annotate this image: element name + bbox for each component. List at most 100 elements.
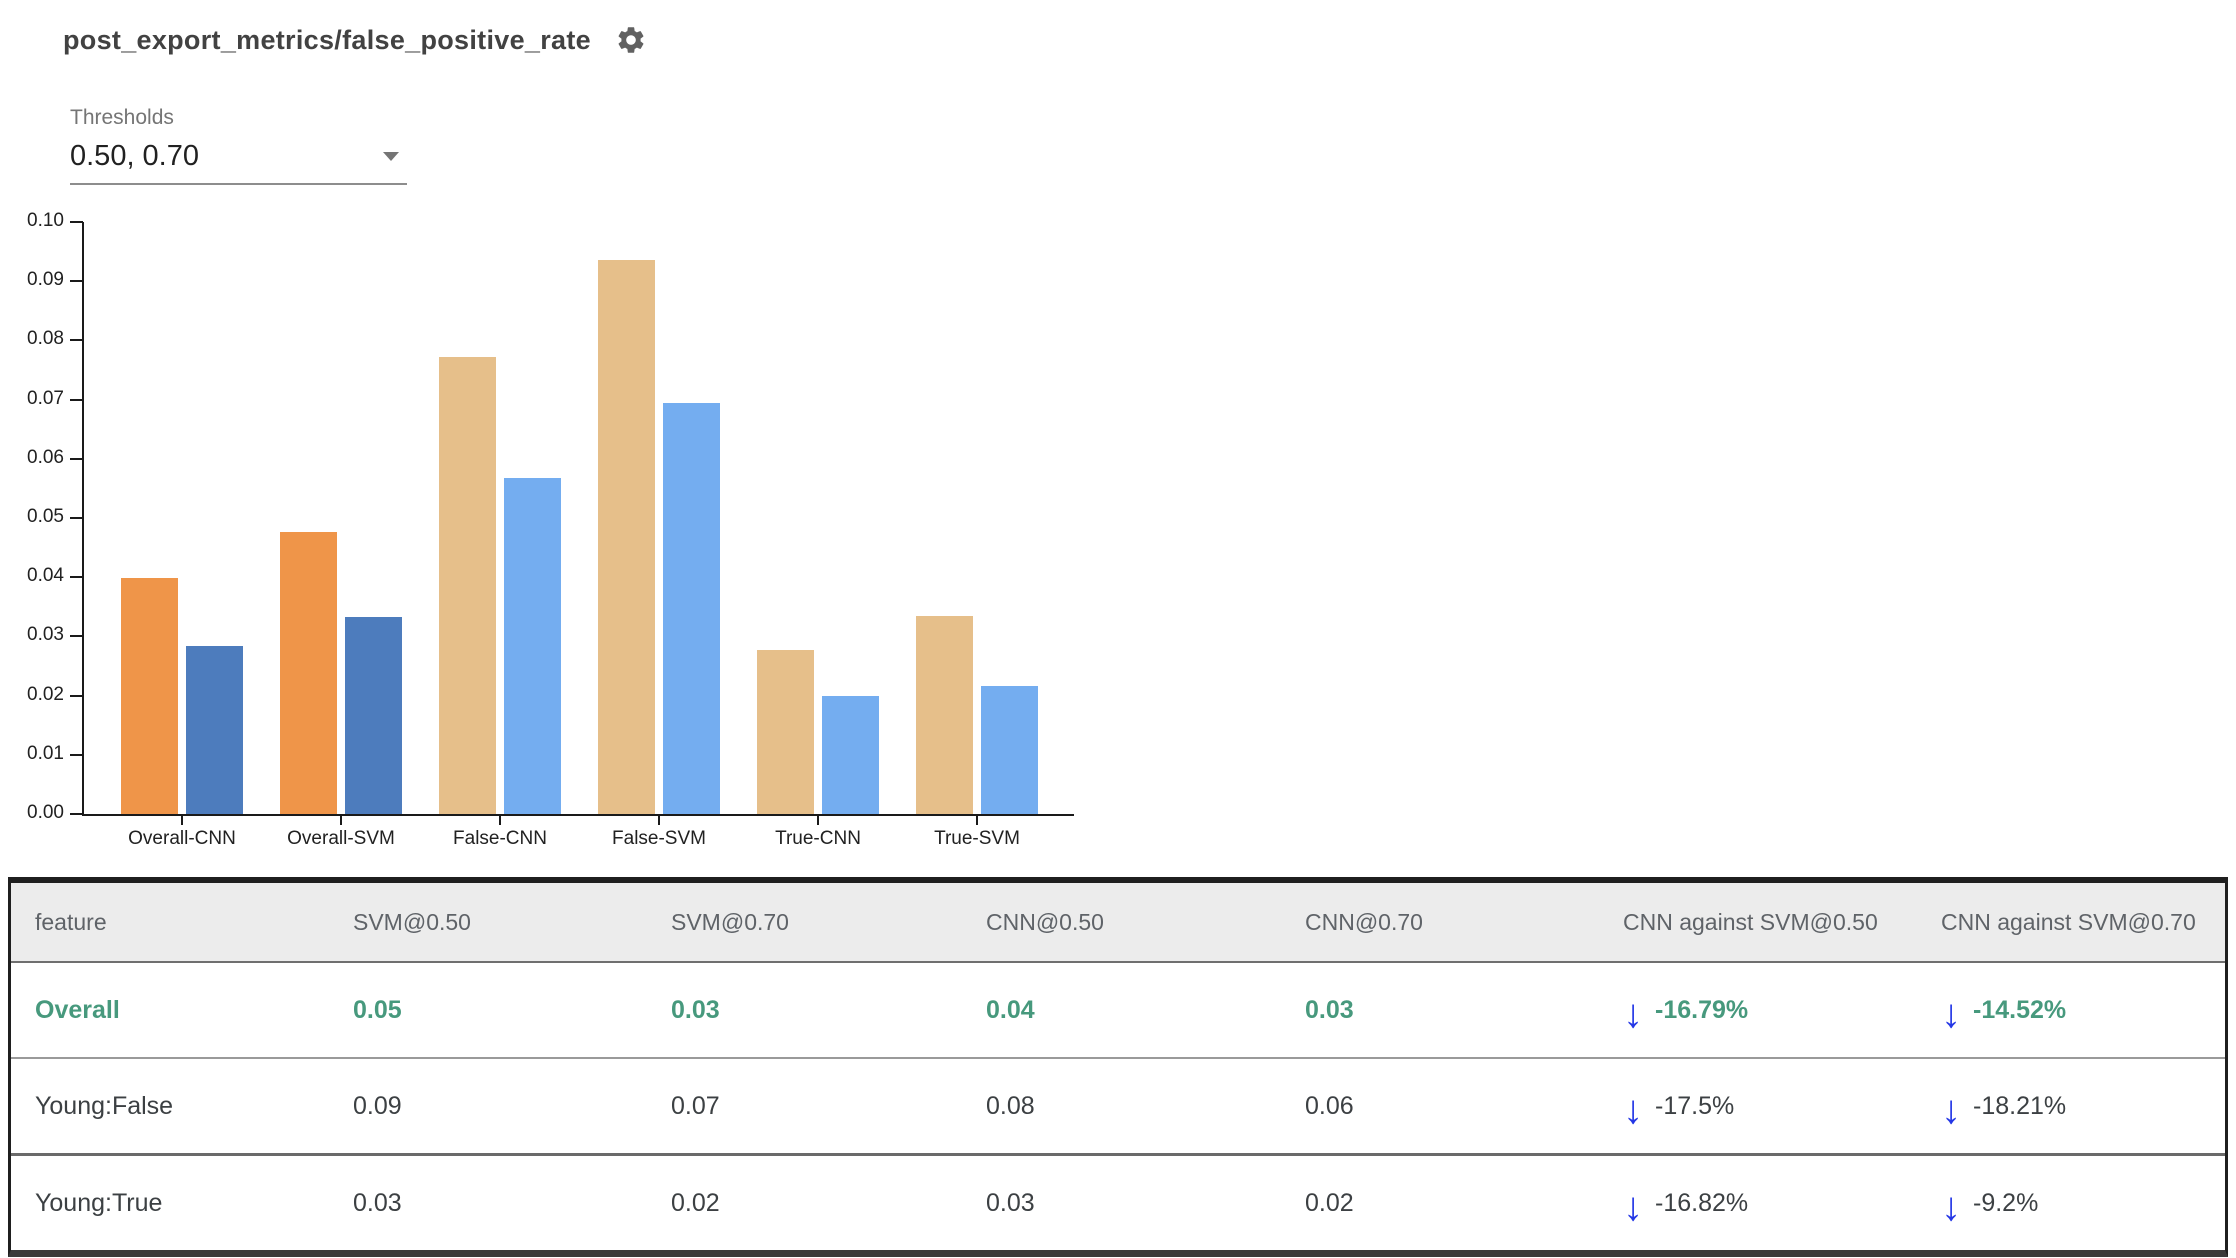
bar-true-cnn-t50[interactable] bbox=[757, 650, 814, 814]
y-tick bbox=[70, 517, 83, 519]
column-header: CNN against SVM@0.50 bbox=[1623, 908, 1878, 935]
arrow-down-icon: ↓ bbox=[1623, 1185, 1643, 1229]
feature-cell: Young:True bbox=[35, 1188, 163, 1217]
y-tick bbox=[70, 813, 83, 815]
delta-percent: -17.5% bbox=[1655, 1091, 1735, 1120]
bar-overall-cnn-t70[interactable] bbox=[186, 646, 243, 814]
arrow-down-icon: ↓ bbox=[1623, 1088, 1643, 1132]
feature-cell: Overall bbox=[35, 995, 120, 1024]
arrow-down-icon: ↓ bbox=[1941, 1088, 1961, 1132]
table-row-overall[interactable]: Overall 0.05 0.03 0.04 0.03 ↓ -16.79% ↓ -14.52% bbox=[11, 963, 2225, 1059]
y-tick-label: 0.01 bbox=[27, 742, 64, 764]
delta-cell: ↓ -17.5% bbox=[1623, 1086, 1941, 1130]
column-header: feature bbox=[35, 908, 107, 935]
chevron-down-icon bbox=[383, 152, 399, 161]
value-cell: 0.03 bbox=[671, 995, 720, 1024]
value-cell: 0.09 bbox=[353, 1091, 402, 1120]
y-tick-label: 0.08 bbox=[27, 328, 64, 350]
x-tick-label: False-SVM bbox=[612, 828, 706, 849]
x-tick bbox=[658, 816, 660, 825]
y-tick bbox=[70, 457, 83, 460]
column-header: SVM@0.50 bbox=[353, 908, 471, 935]
x-axis bbox=[82, 814, 1074, 816]
arrow-down-icon: ↓ bbox=[1941, 1185, 1961, 1229]
y-tick bbox=[70, 280, 83, 283]
bar-true-svm-t70[interactable] bbox=[981, 686, 1038, 814]
y-tick-label: 0.00 bbox=[27, 802, 64, 823]
x-tick-label: True-CNN bbox=[775, 828, 861, 849]
y-tick bbox=[70, 753, 83, 756]
y-tick bbox=[70, 576, 83, 579]
gear-icon[interactable] bbox=[615, 24, 647, 56]
bar-true-svm-t50[interactable] bbox=[916, 616, 973, 814]
delta-cell: ↓ -16.82% bbox=[1623, 1183, 1941, 1227]
thresholds-value: 0.50, 0.70 bbox=[70, 140, 199, 172]
delta-cell: ↓ -9.2% bbox=[1941, 1183, 2225, 1227]
bar-overall-svm-t50[interactable] bbox=[280, 532, 337, 814]
y-tick-label: 0.05 bbox=[27, 506, 64, 527]
delta-cell: ↓ -16.79% bbox=[1623, 990, 1941, 1034]
y-tick-label: 0.10 bbox=[27, 210, 64, 231]
y-tick bbox=[70, 221, 83, 223]
x-tick-label: Overall-CNN bbox=[128, 828, 236, 849]
value-cell: 0.07 bbox=[671, 1091, 720, 1120]
value-cell: 0.05 bbox=[353, 995, 402, 1024]
value-cell: 0.03 bbox=[353, 1188, 402, 1217]
y-tick bbox=[70, 694, 83, 697]
delta-cell: ↓ -18.21% bbox=[1941, 1086, 2225, 1130]
metrics-table: feature SVM@0.50 SVM@0.70 CNN@0.50 CNN@0.70 C… bbox=[8, 877, 2228, 1257]
x-tick bbox=[817, 816, 819, 825]
bar-false-cnn-t70[interactable] bbox=[504, 478, 561, 814]
value-cell: 0.04 bbox=[986, 995, 1035, 1024]
panel-header: post_export_metrics/false_positive_rate bbox=[63, 24, 647, 56]
x-tick bbox=[340, 816, 342, 825]
y-tick-label: 0.07 bbox=[27, 387, 64, 409]
y-tick-label: 0.06 bbox=[27, 446, 64, 468]
delta-percent: -18.21% bbox=[1973, 1091, 2067, 1120]
x-tick-label: True-SVM bbox=[934, 828, 1020, 849]
column-header: CNN against SVM@0.70 bbox=[1941, 908, 2196, 935]
x-tick bbox=[976, 816, 978, 825]
delta-percent: -16.82% bbox=[1655, 1188, 1749, 1217]
delta-percent: -9.2% bbox=[1973, 1188, 2039, 1217]
thresholds-label: Thresholds bbox=[70, 106, 174, 129]
thresholds-dropdown[interactable]: Thresholds 0.50, 0.70 bbox=[70, 106, 407, 185]
page-title: post_export_metrics/false_positive_rate bbox=[63, 24, 591, 55]
y-tick-label: 0.03 bbox=[27, 624, 64, 646]
table-row-young-false[interactable]: Young:False 0.09 0.07 0.08 0.06 ↓ -17.5% ↓ -18.2… bbox=[11, 1059, 2225, 1156]
table-header-row: feature SVM@0.50 SVM@0.70 CNN@0.50 CNN@0.70 C… bbox=[11, 883, 2225, 963]
delta-percent: -14.52% bbox=[1973, 995, 2067, 1024]
x-tick-label: False-CNN bbox=[453, 828, 547, 849]
value-cell: 0.02 bbox=[671, 1188, 720, 1217]
delta-cell: ↓ -14.52% bbox=[1941, 990, 2225, 1034]
bar-false-svm-t50[interactable] bbox=[598, 260, 655, 814]
y-tick-label: 0.02 bbox=[27, 683, 64, 705]
bar-overall-cnn-t50[interactable] bbox=[121, 578, 178, 814]
thresholds-select[interactable]: 0.50, 0.70 bbox=[70, 132, 407, 185]
value-cell: 0.06 bbox=[1305, 1091, 1354, 1120]
x-tick bbox=[181, 816, 183, 825]
value-cell: 0.08 bbox=[986, 1091, 1035, 1120]
bar-true-cnn-t70[interactable] bbox=[822, 696, 879, 814]
y-tick bbox=[70, 398, 83, 401]
value-cell: 0.02 bbox=[1305, 1188, 1354, 1217]
y-tick bbox=[70, 635, 83, 638]
arrow-down-icon: ↓ bbox=[1623, 992, 1643, 1036]
y-tick bbox=[70, 339, 83, 342]
bar-false-svm-t70[interactable] bbox=[663, 403, 720, 814]
value-cell: 0.03 bbox=[1305, 995, 1354, 1024]
column-header: SVM@0.70 bbox=[671, 908, 789, 935]
arrow-down-icon: ↓ bbox=[1941, 992, 1961, 1036]
y-axis bbox=[82, 222, 84, 816]
x-tick-label: Overall-SVM bbox=[287, 828, 395, 849]
column-header: CNN@0.50 bbox=[986, 908, 1104, 935]
bar-false-cnn-t50[interactable] bbox=[439, 357, 496, 814]
x-tick bbox=[499, 816, 501, 825]
table-row-young-true[interactable]: Young:True 0.03 0.02 0.03 0.02 ↓ -16.82% ↓ -9.2% bbox=[11, 1156, 2225, 1250]
bar-overall-svm-t70[interactable] bbox=[345, 617, 402, 814]
value-cell: 0.03 bbox=[986, 1188, 1035, 1217]
delta-percent: -16.79% bbox=[1655, 995, 1749, 1024]
y-tick-label: 0.09 bbox=[27, 269, 64, 291]
